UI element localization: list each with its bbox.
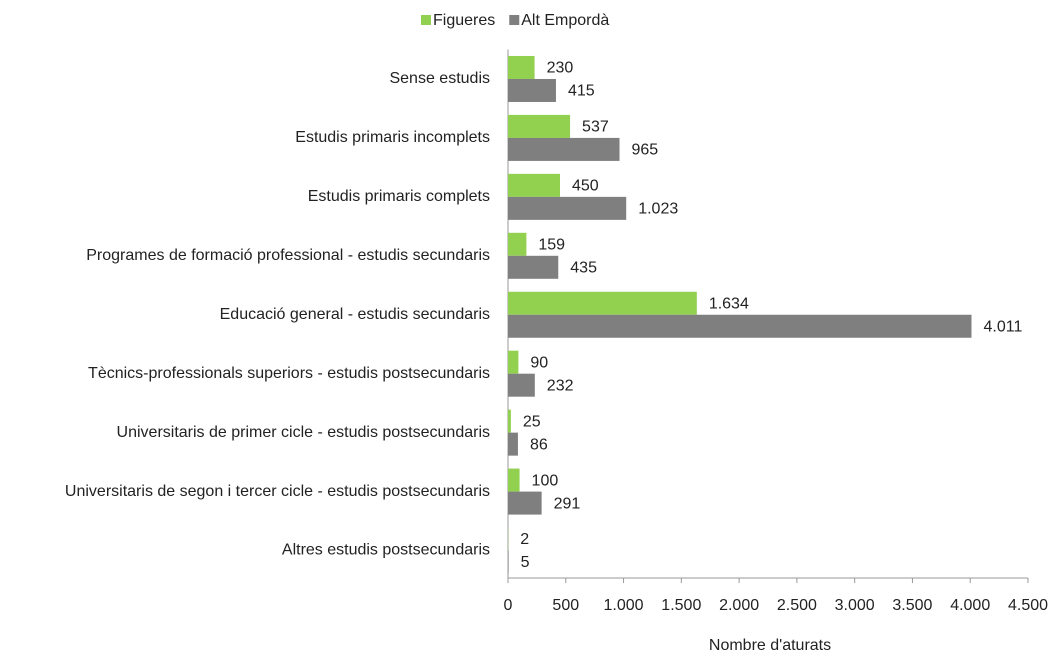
- category-label: Estudis primaris complets: [308, 188, 490, 205]
- x-tick-label: 4.500: [1008, 597, 1048, 614]
- x-tick-label: 500: [552, 597, 579, 614]
- value-label: 965: [632, 142, 659, 159]
- x-tick-label: 1.000: [604, 597, 644, 614]
- value-label: 450: [572, 178, 599, 195]
- category-label: Educació general - estudis secundaris: [220, 306, 490, 323]
- value-label: 25: [523, 413, 541, 430]
- legend-label: Figueres: [433, 12, 495, 29]
- value-label: 537: [582, 119, 609, 136]
- value-label: 1.634: [709, 295, 749, 312]
- value-label: 90: [530, 354, 548, 371]
- x-axis-title: Nombre d'aturats: [709, 637, 831, 654]
- value-label: 5: [521, 554, 530, 571]
- value-label: 100: [532, 472, 559, 489]
- value-label: 1.023: [638, 201, 678, 218]
- legend-swatch: [509, 15, 520, 25]
- bar: [508, 291, 697, 315]
- bar: [508, 432, 518, 456]
- x-tick-label: 0: [504, 597, 513, 614]
- bar: [508, 314, 972, 338]
- category-label: Programes de formació professional - est…: [86, 247, 490, 264]
- bar: [508, 409, 511, 433]
- bar: [508, 491, 542, 515]
- bar: [508, 468, 520, 492]
- bar: [508, 173, 560, 197]
- bar: [508, 55, 535, 79]
- x-tick-label: 1.500: [661, 597, 701, 614]
- bar: [508, 373, 535, 397]
- value-label: 86: [530, 436, 548, 453]
- legend-swatch: [421, 15, 431, 25]
- legend-label: Alt Empordà: [521, 12, 609, 29]
- x-tick-label: 2.500: [777, 597, 817, 614]
- bar: [508, 255, 559, 279]
- value-label: 435: [570, 260, 597, 277]
- category-label: Tècnics-professionals superiors - estudi…: [88, 365, 490, 382]
- x-tick-label: 2.000: [719, 597, 759, 614]
- bar: [508, 114, 571, 138]
- x-tick-label: 3.000: [835, 597, 875, 614]
- x-tick-label: 4.000: [950, 597, 990, 614]
- bar: [508, 350, 519, 374]
- value-label: 232: [547, 377, 574, 394]
- bar: [508, 196, 627, 220]
- category-label: Universitaris de primer cicle - estudis …: [117, 424, 490, 441]
- value-label: 415: [568, 83, 595, 100]
- category-label: Universitaris de segon i tercer cicle - …: [65, 483, 490, 500]
- category-label: Estudis primaris incomplets: [295, 129, 490, 146]
- bar: [508, 137, 620, 161]
- category-label: Altres estudis postsecundaris: [282, 542, 490, 559]
- value-label: 230: [547, 60, 574, 77]
- value-label: 291: [554, 495, 581, 512]
- category-label: Sense estudis: [389, 70, 490, 87]
- bar: [508, 550, 509, 574]
- value-label: 4.011: [983, 318, 1022, 335]
- value-label: 159: [538, 237, 565, 254]
- x-tick-label: 3.500: [892, 597, 932, 614]
- bar: [508, 78, 556, 102]
- bar: [508, 232, 527, 256]
- value-label: 2: [520, 531, 529, 548]
